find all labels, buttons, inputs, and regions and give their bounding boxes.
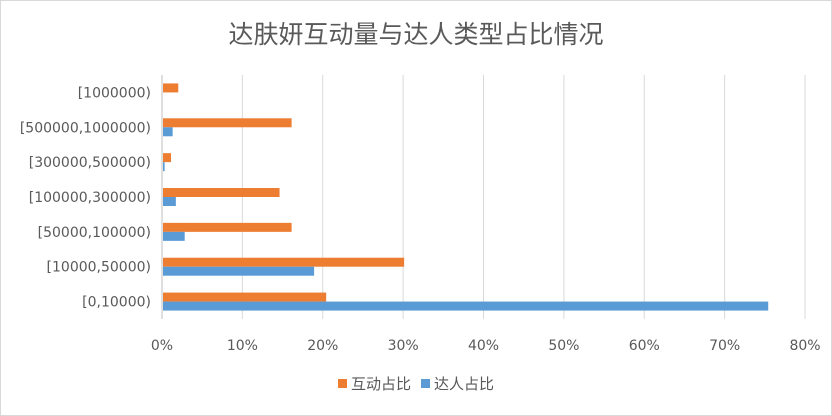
bar-influencer bbox=[163, 301, 769, 311]
bar-influencer bbox=[163, 127, 173, 137]
category-label: [100000,300000) bbox=[29, 190, 151, 206]
x-tick-label: 40% bbox=[468, 338, 499, 354]
bar-influencer bbox=[163, 162, 165, 172]
bar-interaction bbox=[163, 118, 292, 128]
category-label: [0,10000) bbox=[82, 295, 151, 311]
legend-label-interaction: 互动占比 bbox=[350, 375, 411, 393]
category-label: [10000,50000) bbox=[47, 260, 151, 276]
legend: 互动占比 达人占比 bbox=[1, 373, 831, 394]
bar-interaction bbox=[163, 257, 405, 267]
bar-influencer bbox=[163, 231, 185, 241]
category-label: [1000000) bbox=[78, 85, 151, 101]
legend-item-interaction: 互动占比 bbox=[337, 373, 411, 394]
legend-swatch-influencer bbox=[421, 379, 430, 388]
x-tick-label: 50% bbox=[548, 338, 579, 354]
x-tick-label: 0% bbox=[151, 338, 173, 354]
x-tick-label: 60% bbox=[629, 338, 660, 354]
x-tick-label: 30% bbox=[388, 338, 419, 354]
bar-interaction bbox=[163, 292, 327, 302]
bar-interaction bbox=[163, 222, 292, 232]
bar-interaction bbox=[163, 153, 172, 163]
category-label: [500000,1000000) bbox=[20, 120, 151, 136]
category-label: [300000,500000) bbox=[29, 155, 151, 171]
category-label: [50000,100000) bbox=[38, 225, 151, 241]
legend-swatch-interaction bbox=[337, 379, 347, 388]
legend-item-influencer: 达人占比 bbox=[421, 373, 494, 394]
bar-interaction bbox=[163, 83, 179, 93]
bar-interaction bbox=[163, 188, 280, 197]
x-tick-label: 70% bbox=[709, 338, 740, 354]
x-tick-label: 20% bbox=[307, 338, 338, 354]
bar-influencer bbox=[163, 266, 315, 276]
x-tick-label: 10% bbox=[227, 338, 258, 354]
chart-title: 达肤妍互动量与达人类型占比情况 bbox=[228, 20, 604, 49]
x-tick-label: 80% bbox=[789, 338, 820, 354]
legend-label-influencer: 达人占比 bbox=[434, 375, 495, 393]
bar-influencer bbox=[163, 197, 176, 206]
